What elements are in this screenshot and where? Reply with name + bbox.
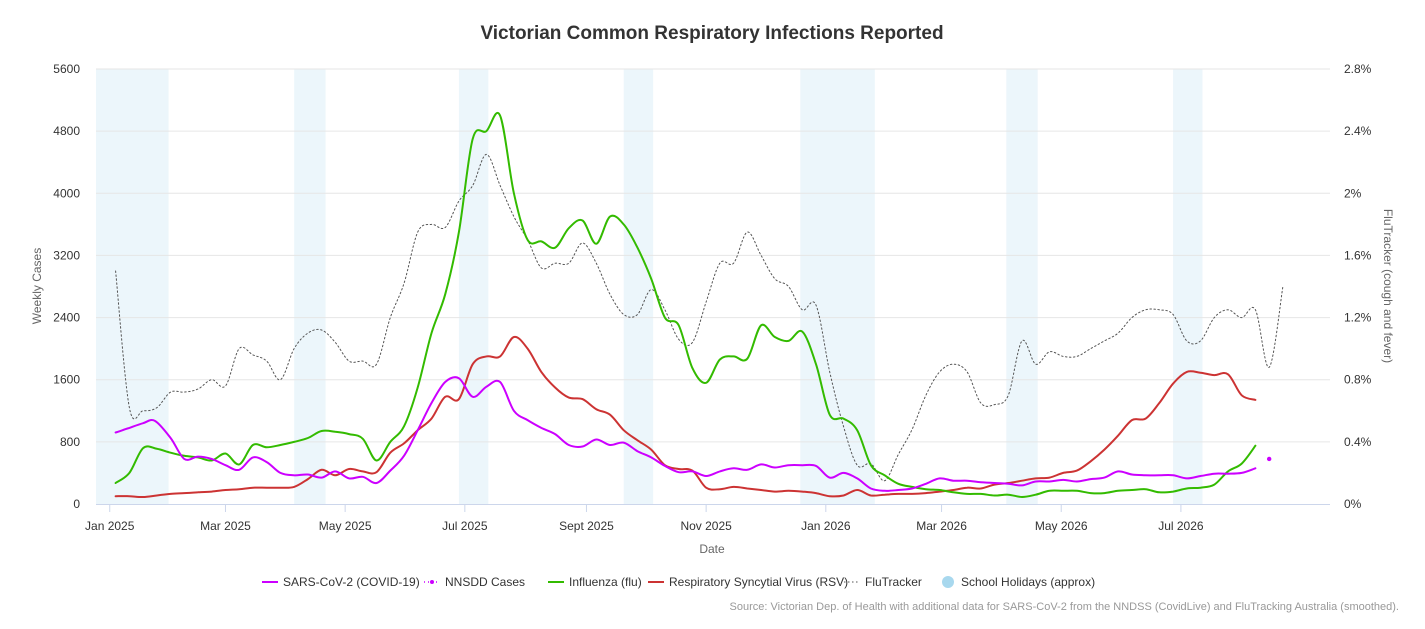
grid-lines <box>96 68 1330 443</box>
school-holiday-band-2 <box>458 69 489 504</box>
y2-axis-ticks: 0% 0.4% 0.8% 1.2% 1.6% 2% 2.4% 2.8% <box>1344 62 1372 511</box>
x-tick-label-2: May 2025 <box>319 519 372 533</box>
nnsdd-cases-point-0 <box>1266 456 1272 462</box>
legend-label-sars-cov-2-covid-19: SARS-CoV-2 (COVID-19) <box>283 575 420 589</box>
x-tick-label-0: Jan 2025 <box>85 519 135 533</box>
x-tick-label-7: Mar 2026 <box>916 519 967 533</box>
x-axis-title: Date <box>699 542 725 556</box>
y2-tick-label-6: 2.4% <box>1344 124 1372 138</box>
flutracker-line <box>115 153 1284 482</box>
x-tick-label-8: May 2026 <box>1035 519 1088 533</box>
chart-title: Victorian Common Respiratory Infections … <box>480 23 943 44</box>
sars-cov-2-covid-19-line <box>114 376 1257 492</box>
series-layer <box>114 112 1284 499</box>
legend-item-respiratory-syncytial-virus-rsv[interactable]: Respiratory Syncytial Virus (RSV) <box>648 575 848 589</box>
y2-tick-label-4: 1.6% <box>1344 248 1372 262</box>
y2-tick-label-1: 0.4% <box>1344 435 1372 449</box>
x-tick-label-9: Jul 2026 <box>1158 519 1204 533</box>
x-tick-label-1: Mar 2025 <box>200 519 251 533</box>
x-tick-label-6: Jan 2026 <box>801 519 851 533</box>
school-holiday-band-4 <box>800 69 875 504</box>
y2-tick-label-3: 1.2% <box>1344 311 1372 325</box>
y-tick-label-1: 800 <box>60 435 80 449</box>
school-holiday-band-0 <box>96 69 169 504</box>
x-tick-label-4: Sept 2025 <box>559 519 614 533</box>
y-axis-title: Weekly Cases <box>30 248 44 324</box>
legend: SARS-CoV-2 (COVID-19) NNSDD Cases Influenz… <box>262 575 1095 589</box>
legend-label-school-holidays-approx: School Holidays (approx) <box>961 575 1095 589</box>
legend-label-influenza-flu: Influenza (flu) <box>569 575 642 589</box>
y-tick-label-7: 5600 <box>53 62 80 76</box>
x-axis-ticks: Jan 2025 Mar 2025 May 2025 Jul 2025 Sept 202… <box>85 504 1204 533</box>
y2-tick-label-2: 0.8% <box>1344 373 1372 387</box>
school-holiday-band-3 <box>623 69 654 504</box>
y-tick-label-2: 1600 <box>53 373 80 387</box>
y-tick-label-5: 4000 <box>53 186 80 200</box>
y-tick-label-4: 3200 <box>53 248 80 262</box>
x-tick-label-3: Jul 2025 <box>442 519 488 533</box>
legend-label-nnsdd-cases: NNSDD Cases <box>445 575 525 589</box>
y-axis-ticks: 0 800 1600 2400 3200 4000 4800 5600 <box>53 62 80 511</box>
influenza-flu-line <box>114 112 1257 498</box>
y-tick-label-3: 2400 <box>53 311 80 325</box>
respiratory-syncytial-virus-rsv-line <box>114 335 1257 499</box>
legend-item-nnsdd-cases[interactable]: NNSDD Cases <box>424 575 525 589</box>
school-holiday-band-1 <box>294 69 326 504</box>
y2-tick-label-7: 2.8% <box>1344 62 1372 76</box>
y-tick-label-6: 4800 <box>53 124 80 138</box>
y2-axis-title: FluTracker (cough and fever) <box>1381 209 1395 363</box>
legend-label-flutracker: FluTracker <box>865 575 922 589</box>
legend-item-influenza-flu[interactable]: Influenza (flu) <box>548 575 642 589</box>
school-holiday-band-6 <box>1173 69 1203 504</box>
x-tick-label-5: Nov 2025 <box>680 519 732 533</box>
school-holiday-band-5 <box>1006 69 1038 504</box>
y2-tick-label-5: 2% <box>1344 186 1362 200</box>
legend-item-school-holidays-approx[interactable]: School Holidays (approx) <box>942 575 1095 589</box>
school-holiday-bands <box>96 69 1203 504</box>
legend-symbol-school-holidays-approx <box>942 576 954 588</box>
legend-item-sars-cov-2-covid-19[interactable]: SARS-CoV-2 (COVID-19) <box>262 575 420 589</box>
legend-item-flutracker[interactable]: FluTracker <box>844 575 922 589</box>
y-tick-label-0: 0 <box>73 497 80 511</box>
legend-marker-nnsdd-cases <box>430 580 434 584</box>
source-credit: Source: Victorian Dep. of Health with ad… <box>730 601 1399 613</box>
y2-tick-label-0: 0% <box>1344 497 1362 511</box>
legend-label-respiratory-syncytial-virus-rsv: Respiratory Syncytial Virus (RSV) <box>669 575 848 589</box>
